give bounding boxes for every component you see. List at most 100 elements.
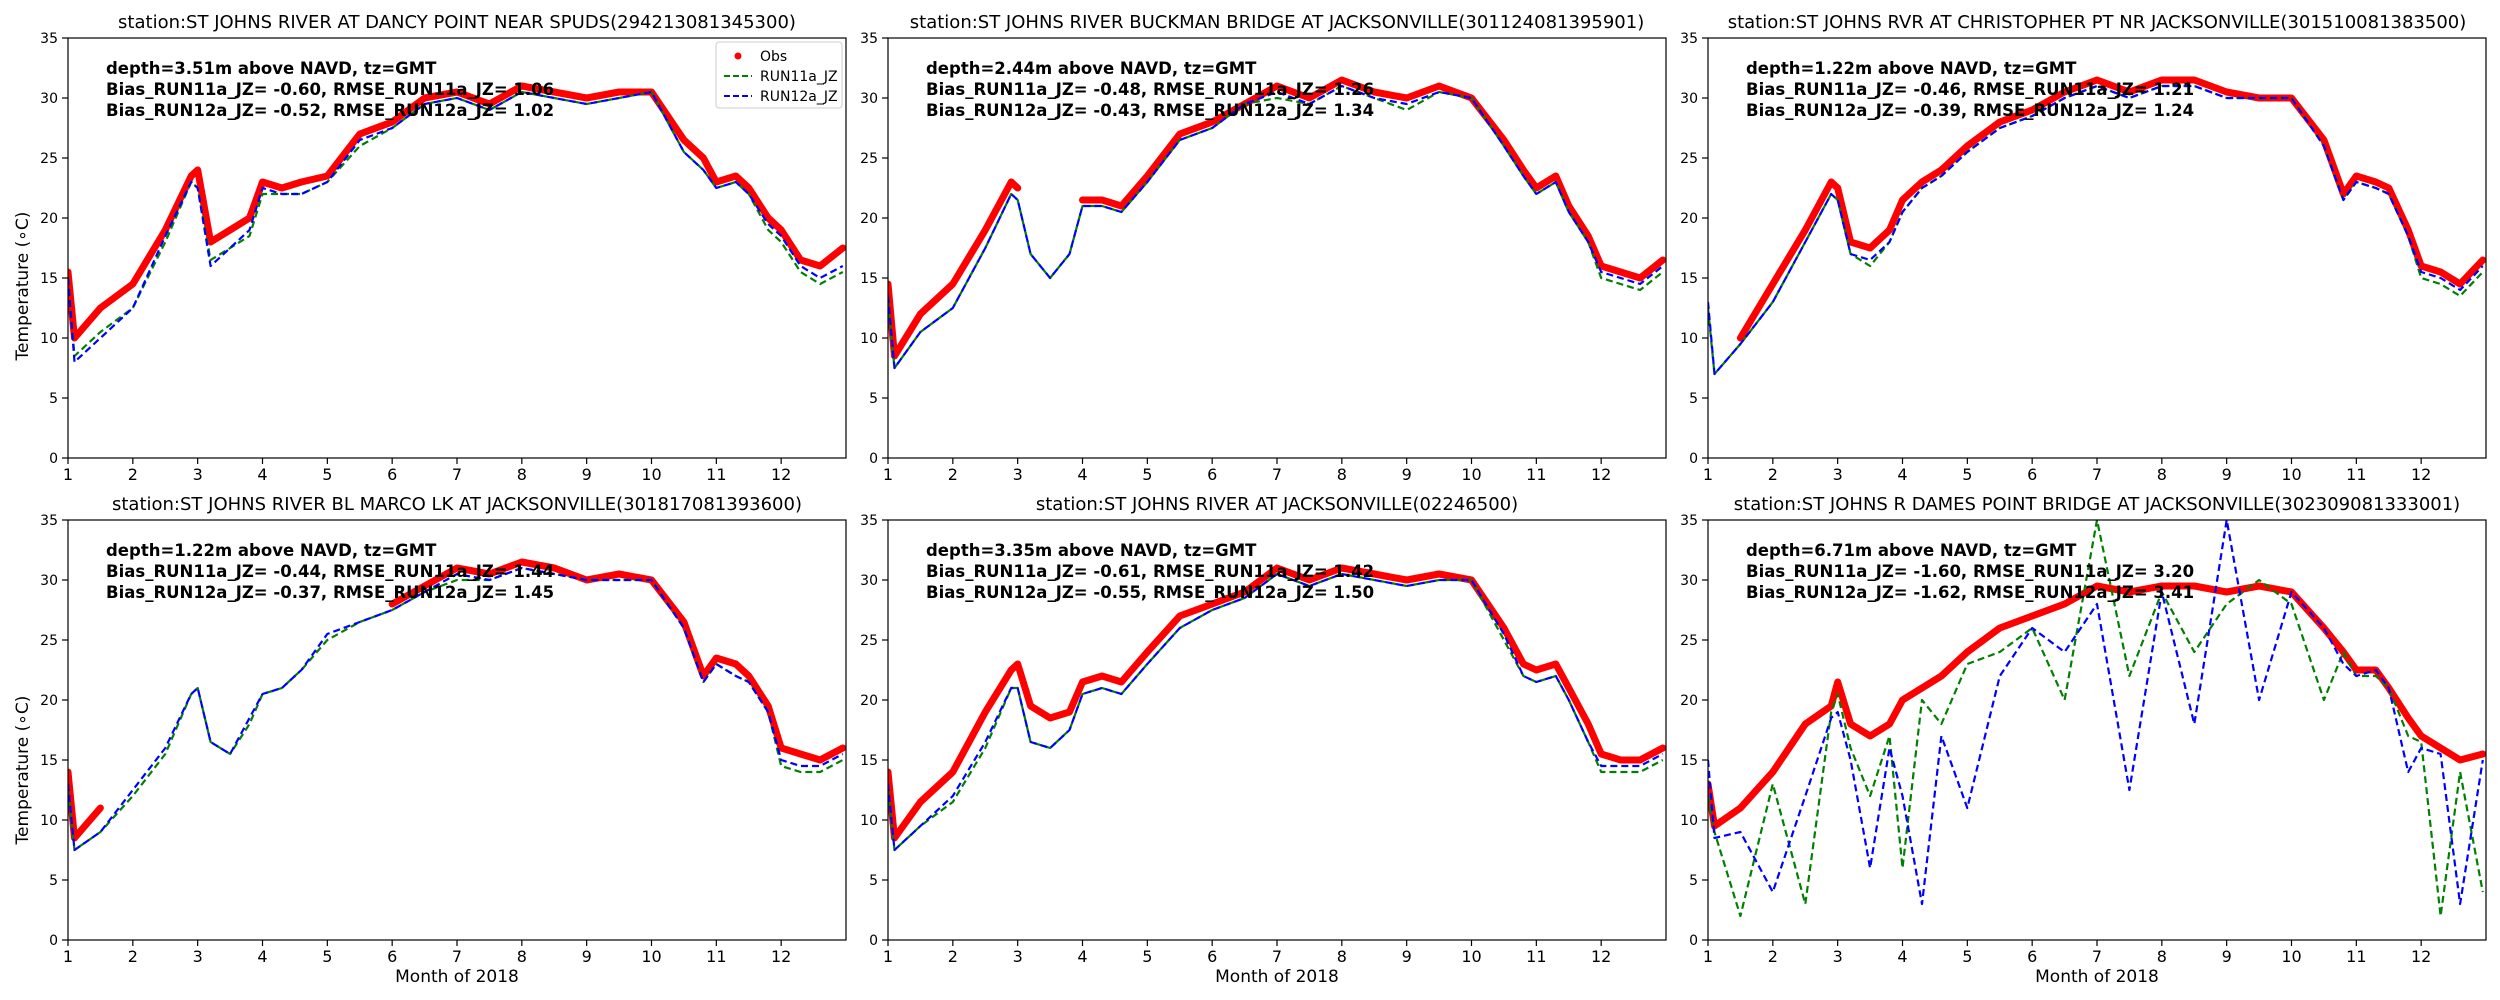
x-tick-label: 9: [2222, 947, 2232, 966]
x-tick-label: 8: [517, 947, 527, 966]
x-tick-label: 1: [1703, 465, 1713, 484]
x-tick-label: 9: [582, 465, 592, 484]
series-run11a-jz: [68, 90, 844, 358]
y-tick-label: 30: [40, 573, 58, 589]
x-tick-label: 4: [257, 947, 267, 966]
x-tick-label: 6: [387, 465, 397, 484]
series-run12a-jz: [1708, 520, 2484, 906]
x-tick-label: 8: [2157, 465, 2167, 484]
y-tick-label: 30: [1680, 91, 1698, 107]
y-tick-label: 35: [860, 513, 878, 529]
x-tick-label: 11: [2346, 947, 2366, 966]
x-tick-label: 3: [193, 947, 203, 966]
x-tick-label: 7: [2092, 947, 2102, 966]
y-tick-label: 5: [49, 873, 58, 889]
x-tick-label: 8: [1337, 465, 1347, 484]
x-axis-label: Month of 2018: [395, 967, 519, 987]
y-tick-label: 20: [40, 693, 58, 709]
x-tick-label: 7: [452, 465, 462, 484]
y-tick-label: 20: [860, 211, 878, 227]
x-tick-label: 7: [1272, 947, 1282, 966]
x-tick-label: 1: [63, 465, 73, 484]
x-tick-label: 1: [883, 465, 893, 484]
x-tick-label: 7: [1272, 465, 1282, 484]
y-tick-label: 0: [869, 451, 878, 467]
x-tick-label: 11: [1526, 465, 1546, 484]
x-tick-label: 5: [1142, 465, 1152, 484]
stats-annotation-2: Bias_RUN11a_JZ= -0.46, RMSE_RUN11a_JZ= 1…: [1746, 80, 2194, 99]
y-tick-label: 5: [869, 391, 878, 407]
stats-annotation-3: Bias_RUN12a_JZ= -1.62, RMSE_RUN12a_JZ= 3…: [1746, 583, 2194, 602]
y-tick-label: 15: [860, 753, 878, 769]
series-run12a-jz: [888, 572, 1664, 852]
x-tick-label: 6: [1207, 947, 1217, 966]
x-tick-label: 12: [1591, 465, 1611, 484]
x-tick-label: 5: [1142, 947, 1152, 966]
x-tick-label: 12: [771, 947, 791, 966]
x-tick-label: 6: [1207, 465, 1217, 484]
y-tick-label: 10: [40, 813, 58, 829]
x-axis-label: Month of 2018: [2035, 967, 2159, 987]
x-tick-label: 6: [2027, 465, 2037, 484]
plot-area: [68, 82, 846, 364]
series-run11a-jz: [1708, 84, 2484, 376]
x-tick-label: 3: [1013, 947, 1023, 966]
y-tick-label: 20: [1680, 211, 1698, 227]
y-tick-label: 35: [1680, 513, 1698, 529]
x-tick-label: 9: [582, 947, 592, 966]
x-tick-label: 4: [1077, 465, 1087, 484]
x-tick-label: 9: [1402, 465, 1412, 484]
stats-annotation-1: depth=3.35m above NAVD, tz=GMT: [926, 541, 1257, 560]
y-tick-label: 10: [1680, 331, 1698, 347]
series-run11a-jz: [888, 572, 1664, 852]
x-tick-label: 4: [1897, 947, 1907, 966]
x-tick-label: 9: [1402, 947, 1412, 966]
x-tick-label: 8: [517, 465, 527, 484]
series-obs: [1736, 76, 2486, 342]
legend-marker-obs: [734, 52, 742, 60]
x-tick-label: 3: [1013, 465, 1023, 484]
series-obs: [888, 76, 1666, 360]
y-tick-label: 15: [40, 753, 58, 769]
chart-title: station:ST JOHNS RIVER AT JACKSONVILLE(0…: [1036, 494, 1518, 515]
y-tick-label: 15: [860, 271, 878, 287]
chart-panel-3: station:ST JOHNS RVR AT CHRISTOPHER PT N…: [1680, 12, 2487, 484]
y-tick-label: 25: [860, 151, 878, 167]
x-tick-label: 5: [322, 465, 332, 484]
stats-annotation-1: depth=1.22m above NAVD, tz=GMT: [1746, 59, 2077, 78]
x-tick-label: 4: [1077, 947, 1087, 966]
y-tick-label: 30: [860, 91, 878, 107]
y-tick-label: 5: [869, 873, 878, 889]
x-tick-label: 3: [1833, 465, 1843, 484]
plot-area: [68, 558, 846, 852]
x-tick-label: 2: [1768, 947, 1778, 966]
x-tick-label: 11: [2346, 465, 2366, 484]
x-tick-label: 11: [706, 947, 726, 966]
stats-annotation-3: Bias_RUN12a_JZ= -0.55, RMSE_RUN12a_JZ= 1…: [926, 583, 1374, 602]
y-tick-label: 5: [1689, 391, 1698, 407]
x-tick-label: 2: [948, 947, 958, 966]
y-axis-label-bottom: Temperature (∘C): [13, 696, 33, 846]
x-tick-label: 11: [706, 465, 726, 484]
x-tick-label: 10: [1461, 947, 1481, 966]
series-run12a-jz: [1708, 84, 2484, 376]
x-tick-label: 1: [1703, 947, 1713, 966]
chart-title: station:ST JOHNS RIVER BL MARCO LK AT JA…: [112, 494, 802, 515]
chart-title: station:ST JOHNS RIVER BUCKMAN BRIDGE AT…: [910, 12, 1644, 33]
plot-area: [1708, 520, 2486, 918]
chart-panel-2: station:ST JOHNS RIVER BUCKMAN BRIDGE AT…: [860, 12, 1667, 484]
y-tick-label: 35: [1680, 31, 1698, 47]
chart-panel-1: station:ST JOHNS RIVER AT DANCY POINT NE…: [40, 12, 847, 484]
y-tick-label: 0: [49, 451, 58, 467]
x-tick-label: 12: [2411, 947, 2431, 966]
y-tick-label: 25: [40, 633, 58, 649]
chart-title: station:ST JOHNS RIVER AT DANCY POINT NE…: [118, 12, 796, 33]
plot-area: [888, 76, 1666, 370]
x-tick-label: 6: [2027, 947, 2037, 966]
stats-annotation-3: Bias_RUN12a_JZ= -0.39, RMSE_RUN12a_JZ= 1…: [1746, 101, 2194, 120]
x-tick-label: 5: [322, 947, 332, 966]
y-tick-label: 0: [1689, 933, 1698, 949]
y-tick-label: 25: [1680, 633, 1698, 649]
y-tick-label: 10: [860, 813, 878, 829]
